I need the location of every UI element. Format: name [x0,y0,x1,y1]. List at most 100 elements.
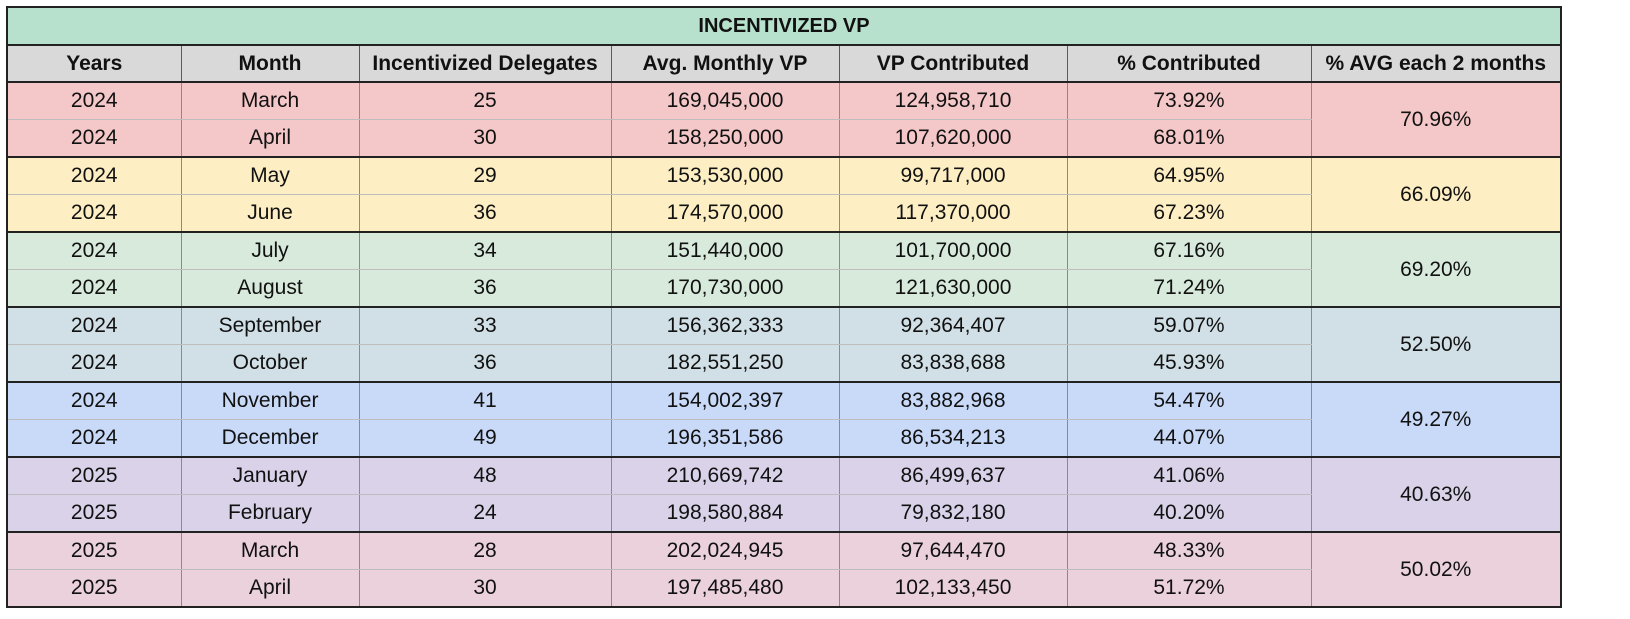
cell-pct-contributed[interactable]: 68.01% [1066,119,1312,158]
header-month[interactable]: Month [180,44,360,83]
cell-month[interactable]: June [180,194,360,233]
cell-avg-monthly-vp[interactable]: 158,250,000 [610,119,840,158]
cell-avg-monthly-vp[interactable]: 210,669,742 [610,456,840,495]
cell-incentivized-delegates[interactable]: 25 [358,81,612,120]
cell-avg-monthly-vp[interactable]: 198,580,884 [610,494,840,533]
header-pct-contributed[interactable]: % Contributed [1066,44,1312,83]
cell-vp-contributed[interactable]: 101,700,000 [838,231,1068,270]
cell-pct-contributed[interactable]: 54.47% [1066,381,1312,420]
cell-pct-avg-two-months[interactable]: 40.63% [1310,456,1562,533]
cell-pct-contributed[interactable]: 71.24% [1066,269,1312,308]
cell-vp-contributed[interactable]: 92,364,407 [838,306,1068,345]
cell-avg-monthly-vp[interactable]: 202,024,945 [610,531,840,570]
cell-year[interactable]: 2025 [6,569,182,608]
cell-vp-contributed[interactable]: 121,630,000 [838,269,1068,308]
cell-pct-contributed[interactable]: 44.07% [1066,419,1312,458]
cell-pct-contributed[interactable]: 67.23% [1066,194,1312,233]
cell-vp-contributed[interactable]: 86,534,213 [838,419,1068,458]
cell-month[interactable]: March [180,531,360,570]
cell-year[interactable]: 2024 [6,269,182,308]
cell-month[interactable]: October [180,344,360,383]
cell-avg-monthly-vp[interactable]: 154,002,397 [610,381,840,420]
cell-avg-monthly-vp[interactable]: 170,730,000 [610,269,840,308]
cell-pct-avg-two-months[interactable]: 49.27% [1310,381,1562,458]
cell-pct-avg-two-months[interactable]: 69.20% [1310,231,1562,308]
cell-avg-monthly-vp[interactable]: 169,045,000 [610,81,840,120]
cell-pct-contributed[interactable]: 59.07% [1066,306,1312,345]
cell-incentivized-delegates[interactable]: 28 [358,531,612,570]
cell-vp-contributed[interactable]: 83,882,968 [838,381,1068,420]
header-avg-monthly-vp[interactable]: Avg. Monthly VP [610,44,840,83]
cell-vp-contributed[interactable]: 79,832,180 [838,494,1068,533]
cell-pct-avg-two-months[interactable]: 52.50% [1310,306,1562,383]
cell-pct-contributed[interactable]: 40.20% [1066,494,1312,533]
cell-pct-contributed[interactable]: 48.33% [1066,531,1312,570]
cell-pct-contributed[interactable]: 64.95% [1066,156,1312,195]
cell-month[interactable]: April [180,569,360,608]
cell-vp-contributed[interactable]: 102,133,450 [838,569,1068,608]
cell-avg-monthly-vp[interactable]: 174,570,000 [610,194,840,233]
cell-month[interactable]: July [180,231,360,270]
cell-incentivized-delegates[interactable]: 49 [358,419,612,458]
cell-year[interactable]: 2024 [6,194,182,233]
cell-vp-contributed[interactable]: 86,499,637 [838,456,1068,495]
cell-month[interactable]: May [180,156,360,195]
header-years[interactable]: Years [6,44,182,83]
cell-month[interactable]: April [180,119,360,158]
cell-month[interactable]: September [180,306,360,345]
table-title[interactable]: INCENTIVIZED VP [6,6,1562,46]
cell-year[interactable]: 2024 [6,306,182,345]
cell-incentivized-delegates[interactable]: 36 [358,194,612,233]
cell-incentivized-delegates[interactable]: 48 [358,456,612,495]
cell-year[interactable]: 2024 [6,81,182,120]
header-incentivized-delegates[interactable]: Incentivized Delegates [358,44,612,83]
cell-year[interactable]: 2024 [6,344,182,383]
cell-year[interactable]: 2025 [6,494,182,533]
cell-year[interactable]: 2024 [6,231,182,270]
cell-pct-contributed[interactable]: 41.06% [1066,456,1312,495]
cell-month[interactable]: December [180,419,360,458]
cell-pct-contributed[interactable]: 67.16% [1066,231,1312,270]
cell-pct-contributed[interactable]: 73.92% [1066,81,1312,120]
cell-month[interactable]: November [180,381,360,420]
cell-month[interactable]: February [180,494,360,533]
cell-incentivized-delegates[interactable]: 34 [358,231,612,270]
cell-year[interactable]: 2024 [6,419,182,458]
cell-pct-contributed[interactable]: 51.72% [1066,569,1312,608]
cell-vp-contributed[interactable]: 97,644,470 [838,531,1068,570]
cell-incentivized-delegates[interactable]: 36 [358,269,612,308]
cell-vp-contributed[interactable]: 124,958,710 [838,81,1068,120]
cell-avg-monthly-vp[interactable]: 197,485,480 [610,569,840,608]
cell-vp-contributed[interactable]: 107,620,000 [838,119,1068,158]
cell-month[interactable]: January [180,456,360,495]
cell-vp-contributed[interactable]: 117,370,000 [838,194,1068,233]
cell-pct-contributed[interactable]: 45.93% [1066,344,1312,383]
cell-incentivized-delegates[interactable]: 30 [358,569,612,608]
cell-incentivized-delegates[interactable]: 41 [358,381,612,420]
cell-incentivized-delegates[interactable]: 24 [358,494,612,533]
cell-avg-monthly-vp[interactable]: 151,440,000 [610,231,840,270]
cell-pct-avg-two-months[interactable]: 66.09% [1310,156,1562,233]
cell-year[interactable]: 2024 [6,119,182,158]
header-vp-contributed[interactable]: VP Contributed [838,44,1068,83]
cell-pct-avg-two-months[interactable]: 70.96% [1310,81,1562,158]
table-row: 2024 August 36 170,730,000 121,630,000 71.24% [6,269,1561,308]
cell-year[interactable]: 2024 [6,156,182,195]
cell-avg-monthly-vp[interactable]: 196,351,586 [610,419,840,458]
cell-month[interactable]: August [180,269,360,308]
cell-incentivized-delegates[interactable]: 29 [358,156,612,195]
cell-vp-contributed[interactable]: 99,717,000 [838,156,1068,195]
cell-vp-contributed[interactable]: 83,838,688 [838,344,1068,383]
cell-incentivized-delegates[interactable]: 30 [358,119,612,158]
cell-year[interactable]: 2024 [6,381,182,420]
cell-month[interactable]: March [180,81,360,120]
cell-incentivized-delegates[interactable]: 36 [358,344,612,383]
cell-avg-monthly-vp[interactable]: 156,362,333 [610,306,840,345]
cell-year[interactable]: 2025 [6,531,182,570]
cell-avg-monthly-vp[interactable]: 153,530,000 [610,156,840,195]
cell-incentivized-delegates[interactable]: 33 [358,306,612,345]
header-pct-avg-two-months[interactable]: % AVG each 2 months [1310,44,1562,83]
cell-avg-monthly-vp[interactable]: 182,551,250 [610,344,840,383]
cell-pct-avg-two-months[interactable]: 50.02% [1310,531,1562,608]
cell-year[interactable]: 2025 [6,456,182,495]
